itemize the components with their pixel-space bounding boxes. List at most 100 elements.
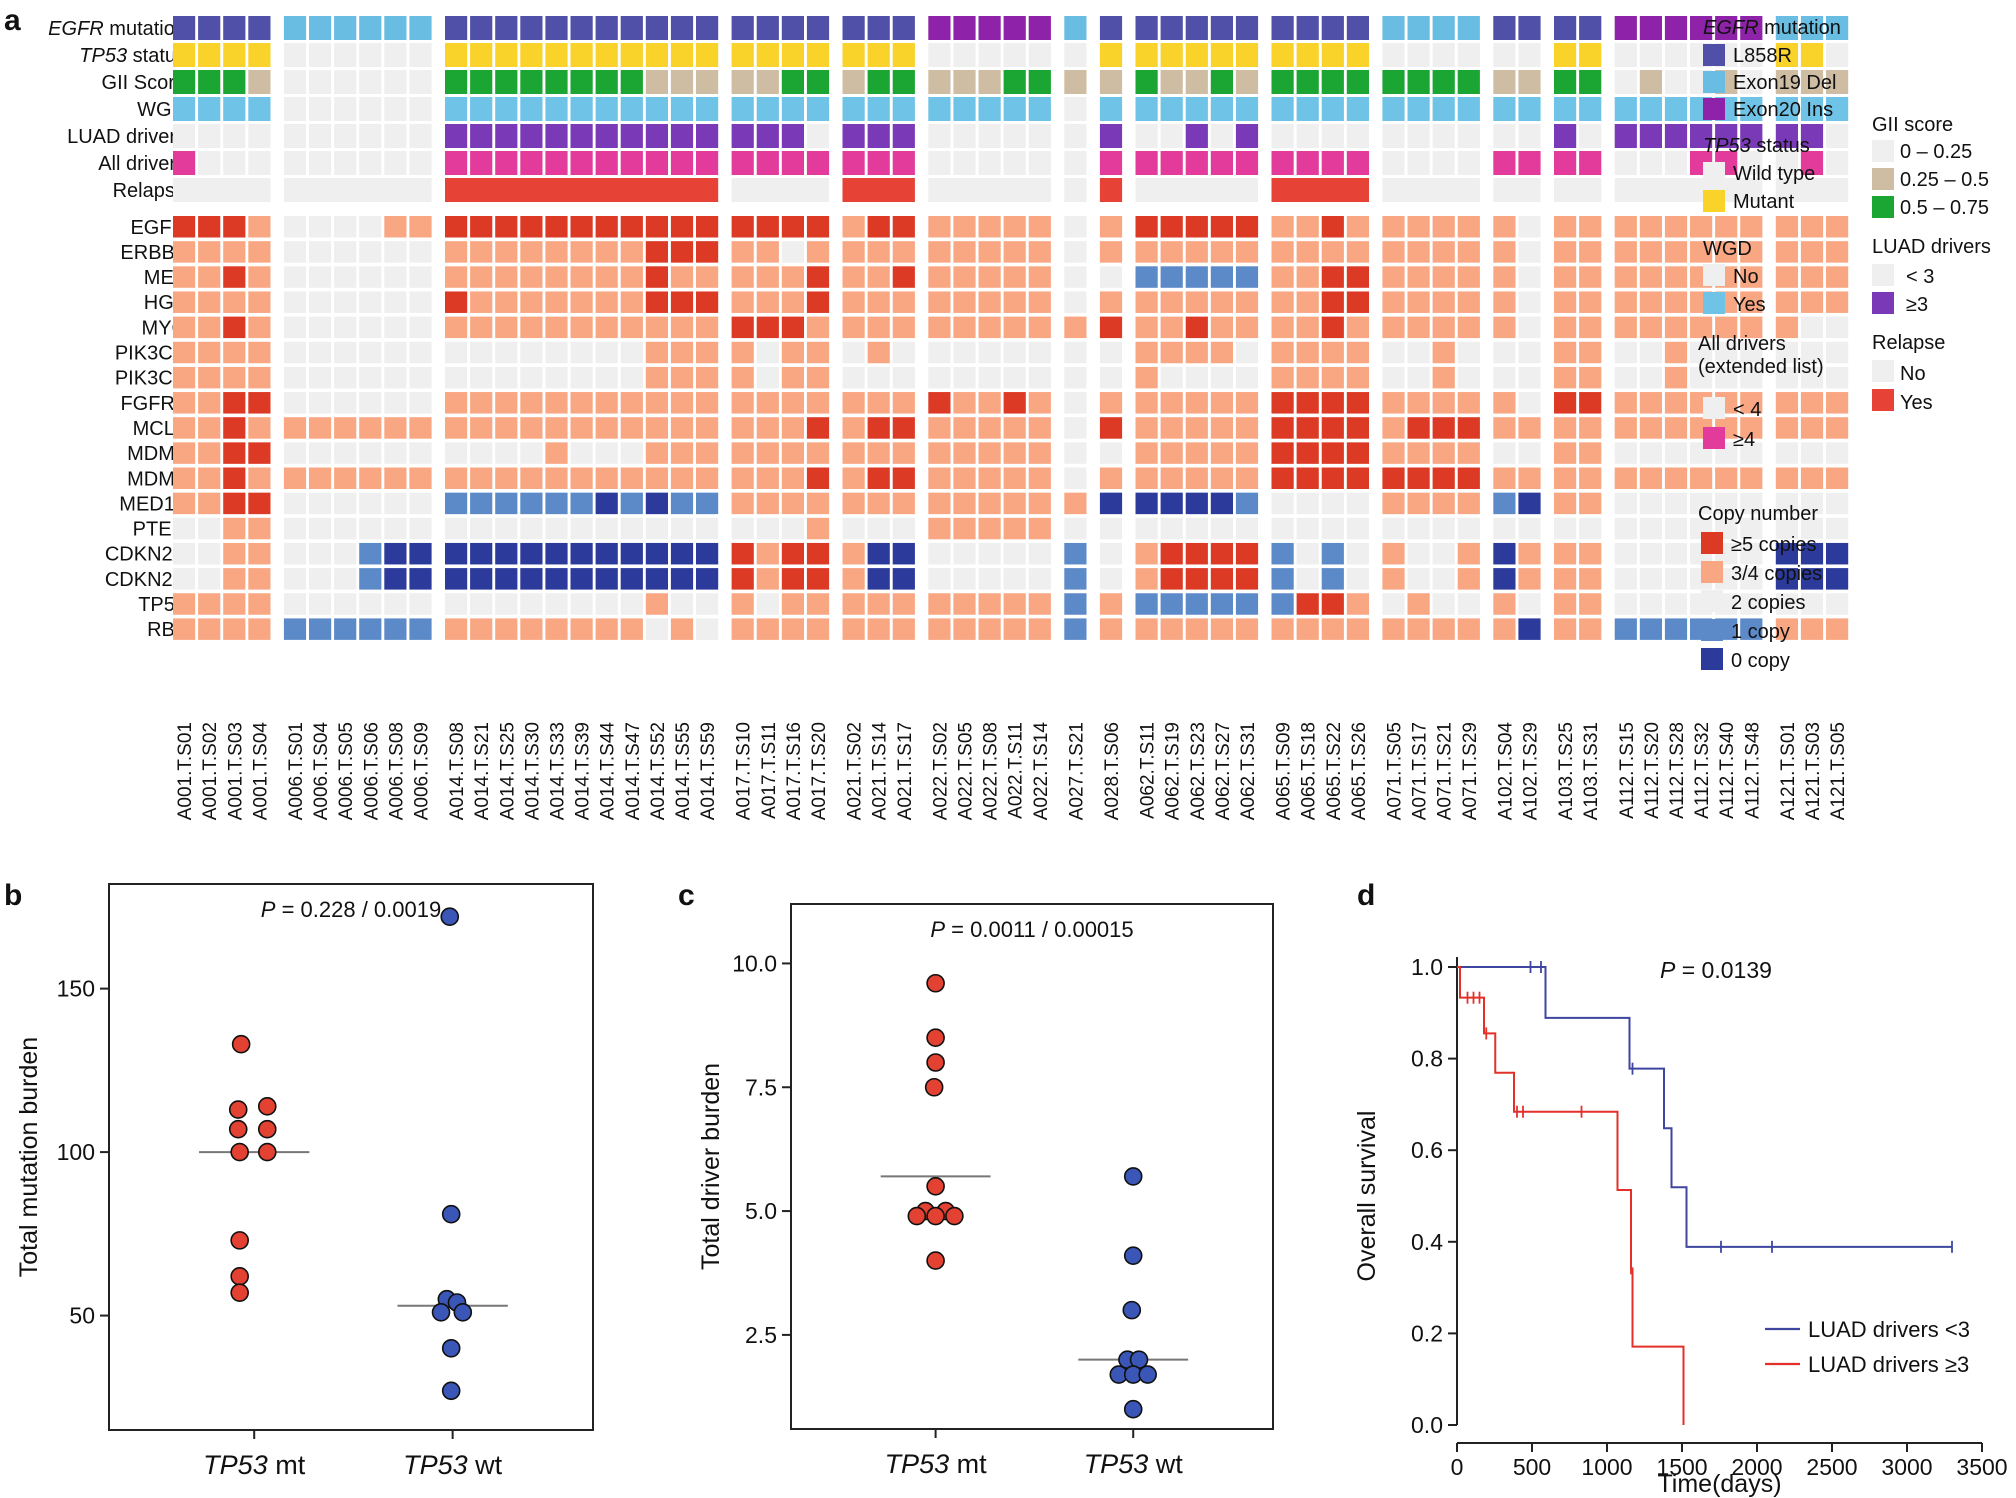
annotation-cell xyxy=(223,124,246,148)
copy-number-cell xyxy=(1407,392,1430,414)
copy-number-cell xyxy=(892,467,915,489)
copy-number-cell xyxy=(1407,366,1430,389)
copy-number-cell xyxy=(1690,341,1713,364)
copy-number-cell xyxy=(409,568,432,590)
copy-number-cell xyxy=(1639,266,1662,288)
copy-number-cell xyxy=(1775,291,1798,313)
data-point xyxy=(441,1381,461,1401)
copy-number-cell xyxy=(756,316,779,339)
copy-number-cell xyxy=(545,417,568,439)
copy-number-cell xyxy=(248,442,271,464)
copy-number-cell xyxy=(620,542,643,565)
copy-number-cell xyxy=(953,266,976,288)
copy-number-cell xyxy=(384,517,407,540)
copy-number-cell xyxy=(1690,241,1713,263)
copy-number-cell xyxy=(1160,366,1183,389)
annotation-cell xyxy=(1614,151,1637,175)
copy-number-cell xyxy=(223,568,246,590)
copy-number-cell xyxy=(334,341,357,364)
copy-number-cell xyxy=(1235,593,1259,615)
annotation-cell xyxy=(1346,151,1369,175)
copy-number-cell xyxy=(1715,366,1738,389)
copy-number-cell xyxy=(595,341,618,364)
copy-number-cell xyxy=(1210,341,1233,364)
copy-number-cell xyxy=(359,618,382,640)
sample-label: A014.T.S47 xyxy=(623,722,644,820)
annotation-cell xyxy=(953,43,976,67)
copy-number-cell xyxy=(1614,618,1637,640)
sample-label: A112.T.S40 xyxy=(1717,722,1738,819)
copy-number-cell xyxy=(570,316,593,339)
annotation-cell xyxy=(1407,124,1430,148)
copy-number-cell xyxy=(1518,442,1541,464)
copy-number-cell xyxy=(1554,366,1577,389)
legend-swatch xyxy=(1703,44,1725,66)
annotation-cell xyxy=(620,151,643,175)
annotation-cell xyxy=(1210,97,1233,121)
annotation-cell xyxy=(1382,16,1405,40)
copy-number-cell xyxy=(1407,417,1430,439)
copy-number-cell xyxy=(867,366,890,389)
copy-number-cell xyxy=(545,291,568,313)
copy-number-cell xyxy=(384,216,407,238)
annotation-cell xyxy=(248,70,271,94)
copy-number-cell xyxy=(359,291,382,313)
copy-number-cell xyxy=(1235,542,1259,565)
copy-number-cell xyxy=(1407,316,1430,339)
annotation-cell xyxy=(892,16,915,40)
copy-number-cell xyxy=(978,542,1001,565)
copy-number-cell xyxy=(309,316,332,339)
copy-number-cell xyxy=(470,593,493,615)
copy-number-cell xyxy=(595,216,618,238)
annotation-cell xyxy=(978,16,1001,40)
copy-number-cell xyxy=(1003,216,1026,238)
y-tick-label: 1.0 xyxy=(1411,954,1443,980)
relapse-cell xyxy=(1775,178,1849,202)
copy-number-cell xyxy=(892,216,915,238)
copy-number-cell xyxy=(445,392,468,414)
copy-number-cell xyxy=(1346,341,1369,364)
copy-number-cell xyxy=(1432,467,1455,489)
annotation-cell xyxy=(1382,97,1405,121)
copy-number-cell xyxy=(1271,341,1294,364)
annotation-cell xyxy=(520,151,543,175)
copy-number-cell xyxy=(1715,492,1738,515)
copy-number-cell xyxy=(595,266,618,288)
annotation-cell xyxy=(1185,124,1208,148)
copy-number-cell xyxy=(309,442,332,464)
copy-number-cell xyxy=(409,216,432,238)
sample-label: A014.T.S55 xyxy=(673,722,694,820)
x-tick-label: 1500 xyxy=(1656,1454,1707,1480)
copy-number-cell xyxy=(1321,618,1344,640)
legend-swatch xyxy=(1872,360,1894,382)
annotation-cell xyxy=(781,70,804,94)
annotation-cell xyxy=(1003,97,1026,121)
annotation-cell xyxy=(806,16,830,40)
annotation-cell xyxy=(867,16,890,40)
copy-number-cell xyxy=(756,266,779,288)
copy-number-cell xyxy=(520,492,543,515)
y-tick-label: 0.8 xyxy=(1411,1046,1443,1072)
copy-number-cell xyxy=(1099,366,1123,389)
annotation-cell xyxy=(1235,43,1259,67)
sample-label: A071.T.S29 xyxy=(1460,722,1481,820)
copy-number-cell xyxy=(670,341,694,364)
annotation-cell xyxy=(1407,151,1430,175)
copy-number-cell xyxy=(1457,492,1480,515)
copy-number-cell xyxy=(1321,593,1344,615)
copy-number-cell xyxy=(1235,568,1259,590)
copy-number-cell xyxy=(1579,341,1602,364)
annotation-cell xyxy=(1715,124,1738,148)
copy-number-cell xyxy=(1296,366,1319,389)
annotation-cell xyxy=(756,43,779,67)
copy-number-cell xyxy=(756,241,779,263)
x-tick-label: TP53 wt xyxy=(1084,1449,1184,1479)
annotation-cell xyxy=(283,124,307,148)
copy-number-cell xyxy=(1235,467,1259,489)
copy-number-cell xyxy=(1346,266,1369,288)
copy-number-cell xyxy=(223,392,246,414)
copy-number-cell xyxy=(1457,542,1480,565)
copy-number-cell xyxy=(1614,266,1637,288)
legend-swatch xyxy=(1703,427,1725,449)
copy-number-cell xyxy=(248,241,271,263)
